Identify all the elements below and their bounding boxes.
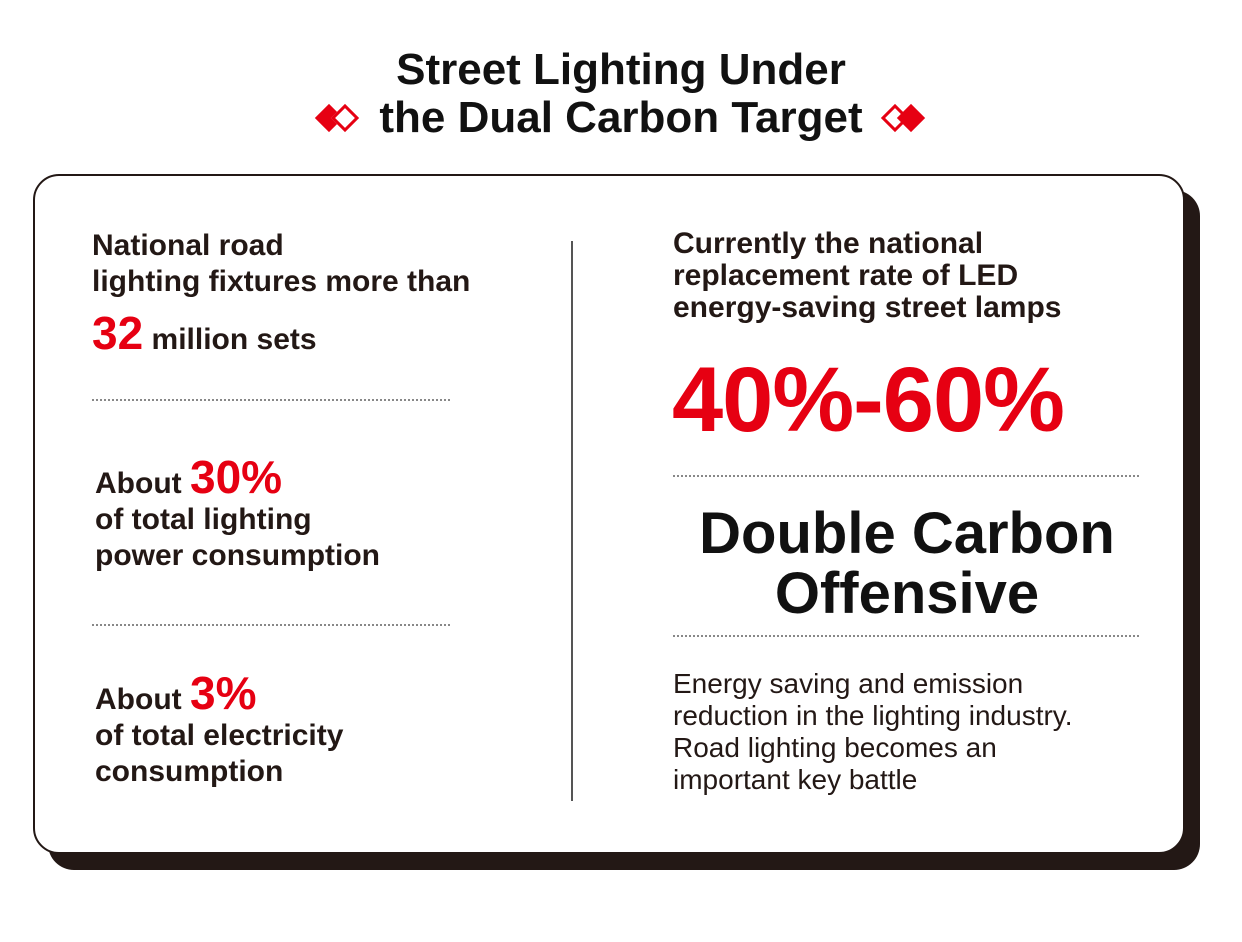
stat-electricity-line-2: of total electricity	[95, 719, 344, 752]
stat-fixtures-line-1: National road	[92, 229, 284, 262]
stat-lighting-power-number: 30%	[189, 451, 283, 503]
stat-lighting-power-line-2: of total lighting	[95, 503, 312, 536]
rate-caption: Currently the national replacement rate …	[673, 228, 1062, 324]
replacement-rate-value: 40%-60%	[672, 349, 1065, 451]
info-card	[33, 174, 1185, 854]
divider-left-1	[92, 399, 450, 401]
stat-lighting-power: About 30% of total lighting power consum…	[95, 454, 380, 574]
double-carbon-headline: Double Carbon Offensive	[673, 504, 1141, 624]
stat-electricity-line-3: consumption	[95, 755, 284, 788]
headline-line-1: Double Carbon	[699, 501, 1115, 566]
stat-lighting-power-prefix: About	[95, 467, 182, 500]
diamond-decoration-left-icon	[313, 101, 365, 135]
stat-fixtures-line-2: lighting fixtures more than	[92, 265, 471, 298]
column-divider	[571, 241, 573, 801]
description-line-1: Energy saving and emission	[673, 668, 1024, 699]
divider-left-2	[92, 624, 450, 626]
stat-electricity-number: 3%	[189, 667, 257, 719]
rate-caption-line-1: Currently the national	[673, 227, 984, 260]
description-line-2: reduction in the lighting industry.	[673, 700, 1073, 731]
stat-electricity: About 3% of total electricity consumptio…	[95, 670, 343, 790]
description-line-3: Road lighting becomes an	[673, 732, 997, 763]
stat-electricity-first-row: About 3%	[95, 670, 343, 718]
rate-caption-line-3: energy-saving street lamps	[673, 291, 1062, 324]
stat-electricity-prefix: About	[95, 683, 182, 716]
page-title: Street Lighting Under the Dual Carbon Ta…	[0, 46, 1242, 145]
rate-caption-line-2: replacement rate of LED	[673, 259, 1019, 292]
diamond-decoration-right-icon	[877, 101, 929, 135]
stat-fixtures: National road lighting fixtures more tha…	[92, 228, 470, 358]
divider-right-1	[673, 475, 1139, 477]
stat-fixtures-value-row: 32 million sets	[92, 310, 470, 358]
title-line-1: Street Lighting Under	[396, 45, 846, 94]
stat-fixtures-number: 32	[92, 307, 144, 359]
stat-lighting-power-line-3: power consumption	[95, 539, 380, 572]
divider-right-2	[673, 635, 1139, 637]
description-line-4: important key battle	[673, 764, 918, 795]
headline-line-2: Offensive	[774, 561, 1040, 626]
description-text: Energy saving and emission reduction in …	[673, 668, 1153, 796]
stat-lighting-power-first-row: About 30%	[95, 454, 380, 502]
stat-fixtures-unit: million sets	[151, 323, 317, 356]
title-line-2-row: the Dual Carbon Target	[313, 94, 928, 142]
title-line-2: the Dual Carbon Target	[379, 93, 863, 142]
